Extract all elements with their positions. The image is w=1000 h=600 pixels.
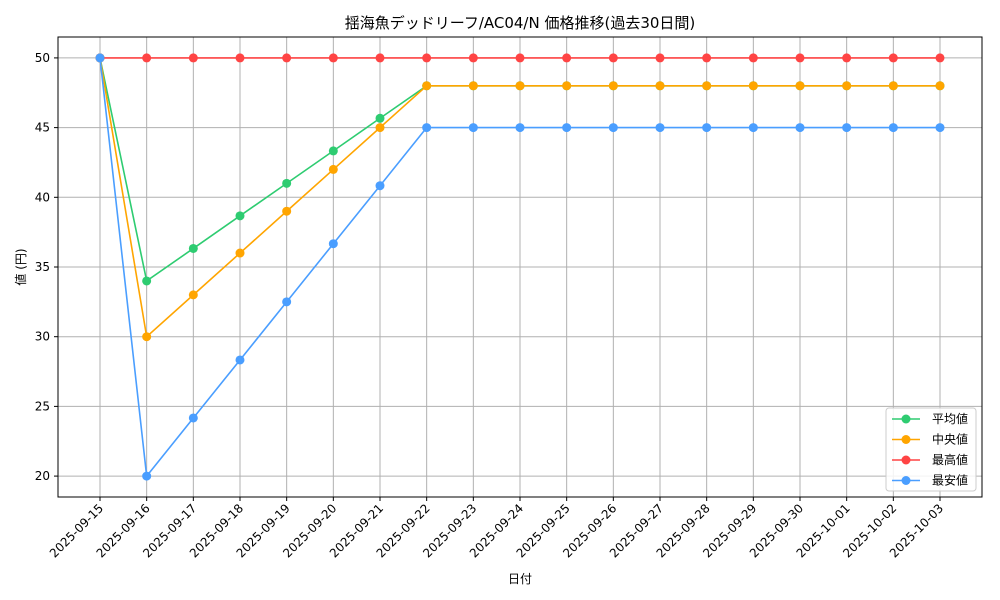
data-point	[702, 81, 712, 91]
y-tick-label: 45	[35, 121, 50, 135]
data-point	[842, 53, 852, 63]
data-point	[795, 123, 805, 133]
data-point	[188, 413, 198, 423]
data-point	[935, 81, 945, 91]
data-point	[282, 206, 292, 216]
data-point	[468, 123, 478, 133]
data-point	[888, 123, 898, 133]
legend-label: 最安値	[932, 473, 968, 488]
data-point	[282, 297, 292, 307]
y-tick-label: 20	[35, 469, 50, 483]
legend-marker	[901, 476, 911, 485]
data-point	[655, 123, 665, 133]
data-point	[655, 53, 665, 63]
data-point	[562, 81, 572, 91]
data-point	[235, 53, 245, 63]
data-point	[422, 123, 432, 133]
data-point	[188, 243, 198, 253]
data-point	[328, 164, 338, 174]
y-tick-label: 40	[35, 190, 50, 204]
series-2	[95, 53, 945, 63]
x-axis-label: 日付	[508, 572, 532, 586]
data-point	[515, 81, 525, 91]
data-point	[515, 123, 525, 133]
data-point	[842, 81, 852, 91]
data-point	[842, 123, 852, 133]
data-point	[375, 123, 385, 133]
data-point	[142, 53, 152, 63]
data-point	[142, 276, 152, 286]
data-point	[888, 81, 898, 91]
data-point	[655, 81, 665, 91]
data-point	[422, 81, 432, 91]
y-tick-label: 35	[35, 260, 50, 274]
data-point	[515, 53, 525, 63]
data-point	[748, 53, 758, 63]
legend-marker	[901, 435, 911, 444]
y-tick-label: 30	[35, 330, 50, 344]
data-point	[468, 81, 478, 91]
data-point	[422, 53, 432, 63]
data-point	[328, 239, 338, 249]
data-point	[328, 146, 338, 156]
data-point	[188, 290, 198, 300]
grid	[58, 37, 982, 497]
x-axis: 2025-09-152025-09-162025-09-172025-09-18…	[47, 497, 946, 560]
legend-item: 最高値	[892, 452, 968, 467]
data-point	[95, 53, 105, 63]
data-point	[935, 53, 945, 63]
legend-item: 最安値	[892, 473, 968, 488]
data-point	[142, 471, 152, 481]
data-point	[282, 53, 292, 63]
legend-marker	[901, 455, 911, 465]
data-point	[795, 53, 805, 63]
data-point	[888, 53, 898, 63]
data-point	[748, 81, 758, 91]
legend-label: 中央値	[932, 432, 968, 447]
data-point	[608, 123, 618, 133]
data-point	[375, 113, 385, 123]
y-axis-label: 値 (円)	[13, 248, 28, 285]
data-point	[702, 123, 712, 133]
data-point	[562, 53, 572, 63]
data-point	[235, 248, 245, 258]
data-point	[608, 53, 618, 63]
legend-label: 平均値	[932, 411, 968, 426]
legend-label: 最高値	[932, 452, 968, 467]
y-tick-label: 25	[35, 399, 50, 413]
legend-marker	[901, 414, 911, 424]
y-axis: 20 25 30 35 40 45 50	[35, 51, 58, 483]
data-point	[282, 178, 292, 188]
legend-item: 中央値	[892, 432, 968, 447]
y-tick-label: 50	[35, 51, 50, 65]
series-group	[95, 53, 945, 481]
legend-box	[885, 407, 977, 492]
legend-item: 平均値	[892, 411, 968, 426]
data-point	[235, 211, 245, 221]
data-point	[235, 355, 245, 365]
data-point	[375, 53, 385, 63]
data-point	[795, 81, 805, 91]
data-point	[608, 81, 618, 91]
chart-title: 揺海魚デッドリーフ/AC04/N 価格推移(過去30日間)	[345, 14, 696, 32]
data-point	[375, 181, 385, 191]
data-point	[188, 53, 198, 63]
series-3	[95, 53, 945, 481]
data-point	[702, 53, 712, 63]
data-point	[142, 332, 152, 342]
data-point	[935, 123, 945, 133]
data-point	[328, 53, 338, 63]
data-point	[562, 123, 572, 133]
data-point	[748, 123, 758, 133]
data-point	[468, 53, 478, 63]
